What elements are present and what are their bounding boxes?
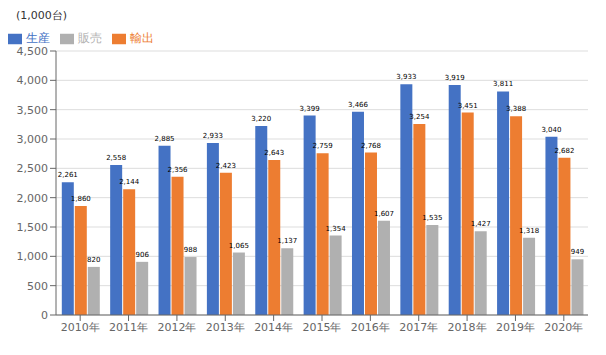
svg-text:2,144: 2,144 [119,178,140,186]
svg-text:2,682: 2,682 [554,147,574,155]
html-text:輸出: 輸出 [130,31,154,45]
svg-text:2,558: 2,558 [106,154,126,162]
svg-text:3,388: 3,388 [506,105,526,113]
svg-text:3,919: 3,919 [445,74,465,82]
svg-text:2,759: 2,759 [313,142,333,150]
svg-text:2020年: 2020年 [544,321,583,334]
svg-text:1,427: 1,427 [471,220,491,228]
svg-text:820: 820 [87,256,100,264]
svg-text:2,643: 2,643 [264,149,284,157]
svg-text:3,399: 3,399 [300,105,320,113]
svg-text:988: 988 [184,246,197,254]
svg-text:1,137: 1,137 [277,237,297,245]
svg-text:4,500: 4,500 [17,45,49,58]
svg-text:2,768: 2,768 [361,142,381,150]
svg-text:2,000: 2,000 [17,192,49,205]
svg-text:2018年: 2018年 [448,321,487,334]
svg-text:949: 949 [571,248,584,256]
svg-text:2,261: 2,261 [58,171,78,179]
html-text:(1,000台): (1,000台) [16,9,68,22]
svg-text:1,535: 1,535 [422,214,442,222]
svg-text:906: 906 [135,251,149,259]
svg-text:2014年: 2014年 [254,321,293,334]
svg-text:2,933: 2,933 [203,132,223,140]
svg-text:1,000: 1,000 [17,250,49,263]
svg-text:4,000: 4,000 [17,74,49,87]
svg-text:2015年: 2015年 [303,321,342,334]
svg-text:2,885: 2,885 [155,135,175,143]
svg-text:3,000: 3,000 [17,133,49,146]
svg-text:500: 500 [27,280,48,293]
svg-text:1,500: 1,500 [17,221,49,234]
svg-text:2,500: 2,500 [17,162,49,175]
svg-text:3,220: 3,220 [251,115,271,123]
svg-text:3,466: 3,466 [348,101,369,109]
svg-text:2012年: 2012年 [157,321,196,334]
svg-text:1,065: 1,065 [229,242,249,250]
svg-text:3,254: 3,254 [409,113,430,121]
svg-text:2,423: 2,423 [216,162,236,170]
svg-text:2011年: 2011年 [109,321,148,334]
svg-text:1,318: 1,318 [519,227,539,235]
svg-text:0: 0 [41,309,48,322]
svg-text:2,356: 2,356 [168,166,189,174]
html-text:生産: 生産 [26,31,50,45]
svg-text:2013年: 2013年 [206,321,245,334]
svg-text:3,500: 3,500 [17,104,49,117]
svg-text:3,933: 3,933 [396,73,416,81]
svg-text:1,354: 1,354 [326,225,347,233]
svg-text:2016年: 2016年 [351,321,390,334]
svg-text:3,040: 3,040 [541,126,561,134]
html-text:販売: 販売 [78,31,102,45]
svg-text:3,451: 3,451 [458,102,478,110]
svg-text:1,860: 1,860 [71,195,91,203]
svg-text:2010年: 2010年 [61,321,100,334]
svg-text:2017年: 2017年 [399,321,438,334]
svg-text:1,607: 1,607 [374,210,394,218]
svg-text:3,811: 3,811 [493,80,513,88]
svg-text:2019年: 2019年 [496,321,535,334]
